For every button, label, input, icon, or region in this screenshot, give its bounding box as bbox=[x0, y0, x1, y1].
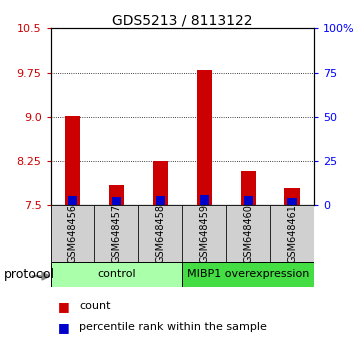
Bar bbox=[68, 196, 77, 205]
Text: percentile rank within the sample: percentile rank within the sample bbox=[79, 322, 267, 332]
Bar bbox=[156, 196, 165, 205]
Text: GSM648460: GSM648460 bbox=[243, 204, 253, 263]
Text: protocol: protocol bbox=[4, 268, 55, 281]
Bar bbox=[284, 188, 300, 205]
Text: GSM648456: GSM648456 bbox=[68, 204, 78, 263]
Bar bbox=[51, 205, 95, 262]
Text: ■: ■ bbox=[58, 300, 70, 313]
Text: MIBP1 overexpression: MIBP1 overexpression bbox=[187, 269, 309, 279]
Bar bbox=[270, 205, 314, 262]
Bar bbox=[226, 205, 270, 262]
Bar bbox=[65, 116, 80, 205]
Text: GSM648461: GSM648461 bbox=[287, 204, 297, 263]
Text: count: count bbox=[79, 301, 111, 311]
Bar bbox=[138, 205, 182, 262]
Bar bbox=[182, 262, 314, 287]
Bar bbox=[182, 205, 226, 262]
Bar bbox=[287, 198, 297, 205]
Text: GSM648459: GSM648459 bbox=[199, 204, 209, 263]
Bar bbox=[109, 185, 124, 205]
Bar bbox=[51, 262, 182, 287]
Title: GDS5213 / 8113122: GDS5213 / 8113122 bbox=[112, 13, 253, 27]
Bar bbox=[95, 205, 138, 262]
Text: GSM648458: GSM648458 bbox=[155, 204, 165, 263]
Bar bbox=[197, 70, 212, 205]
Bar bbox=[112, 197, 121, 205]
Text: ■: ■ bbox=[58, 321, 70, 334]
Bar bbox=[244, 196, 253, 205]
Bar bbox=[153, 161, 168, 205]
Bar bbox=[240, 171, 256, 205]
Bar bbox=[200, 195, 209, 205]
Text: GSM648457: GSM648457 bbox=[112, 204, 121, 263]
Text: control: control bbox=[97, 269, 136, 279]
